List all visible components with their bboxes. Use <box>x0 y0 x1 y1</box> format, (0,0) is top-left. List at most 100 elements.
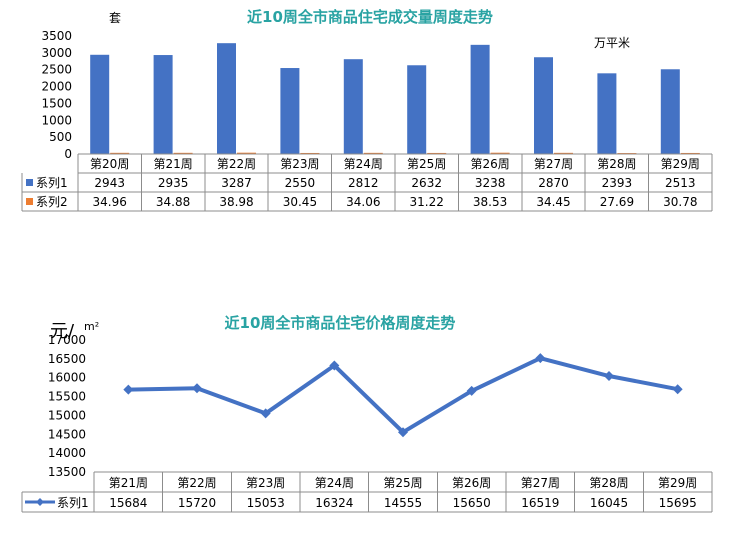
series1-point <box>398 427 408 438</box>
bar-series2 <box>173 152 193 154</box>
y-tick-label: 1000 <box>41 113 72 127</box>
data-label-series1: 16324 <box>315 496 353 510</box>
data-label-series1: 15720 <box>178 496 216 510</box>
category-label: 第25周 <box>383 476 422 490</box>
bar-series1 <box>470 44 490 154</box>
data-label-series1: 14555 <box>384 496 422 510</box>
y-tick-label: 1500 <box>41 96 72 110</box>
series1-point <box>123 384 134 395</box>
category-label: 第21周 <box>153 157 192 171</box>
data-label-series1: 2550 <box>285 176 316 190</box>
y-tick-label: 16000 <box>48 371 86 385</box>
bar-series2 <box>300 152 320 154</box>
legend-key-series1 <box>26 179 33 186</box>
data-label-series1: 2632 <box>411 176 442 190</box>
data-label-series1: 15053 <box>247 496 285 510</box>
data-label-series2: 34.88 <box>156 195 190 209</box>
y-tick-label: 0 <box>64 147 72 161</box>
unit-label: 元/ <box>50 321 75 342</box>
y-tick-label: 3500 <box>41 29 72 43</box>
bar-series2 <box>554 152 573 154</box>
category-label: 第29周 <box>661 157 700 171</box>
data-label-series1: 2935 <box>158 176 189 190</box>
data-label-series1: 3287 <box>221 176 252 190</box>
category-label: 第28周 <box>597 157 636 171</box>
series1-point <box>192 383 202 394</box>
bar-series2 <box>427 152 447 154</box>
bar-series1 <box>90 54 110 155</box>
category-label: 第26周 <box>470 157 509 171</box>
legend-key-series2 <box>26 198 33 205</box>
chart-title: 近10周全市商品住宅成交量周度走势 <box>247 8 493 26</box>
y-tick-label: 2000 <box>41 80 72 94</box>
series1-point <box>604 371 614 382</box>
y-tick-label: 2500 <box>41 63 72 77</box>
bar-series1 <box>280 68 300 154</box>
y-tick-label: 16500 <box>48 352 86 366</box>
series1-line <box>128 356 679 435</box>
category-label: 第27周 <box>521 476 560 490</box>
y-tick-label: 500 <box>49 130 72 144</box>
legend-label-series2: 系列2 <box>36 195 68 209</box>
data-label-series1: 2812 <box>348 176 379 190</box>
category-label: 第28周 <box>589 476 628 490</box>
series1-point <box>672 384 683 395</box>
data-label-series2: 27.69 <box>600 195 634 209</box>
category-label: 第24周 <box>315 476 354 490</box>
bar-series2 <box>237 152 256 154</box>
legend-key-marker <box>36 498 44 506</box>
data-label-series1: 3238 <box>475 176 506 190</box>
data-label-series1: 15650 <box>453 496 491 510</box>
category-label: 第23周 <box>246 476 285 490</box>
bar-series2 <box>680 152 700 154</box>
y-tick-label: 14500 <box>48 427 86 441</box>
category-label: 第22周 <box>177 476 216 490</box>
data-table-grid <box>21 153 713 212</box>
data-label-series1: 2870 <box>538 176 569 190</box>
bar-series1 <box>153 55 173 155</box>
series1-point <box>535 353 546 364</box>
legend-label-series1: 系列1 <box>57 496 89 510</box>
data-label-series1: 2513 <box>665 176 696 190</box>
data-label-series2: 38.53 <box>473 195 507 209</box>
category-label: 第25周 <box>407 157 446 171</box>
category-label: 第23周 <box>280 157 319 171</box>
data-label-series1: 15695 <box>659 496 697 510</box>
y-tick-label: 15500 <box>48 390 86 404</box>
series1-point <box>466 385 477 396</box>
data-table-grid <box>21 471 713 513</box>
category-label: 第20周 <box>90 157 129 171</box>
unit-label-superscript: m² <box>84 320 99 333</box>
data-label-series2: 34.45 <box>536 195 570 209</box>
y-tick-label: 17000 <box>48 333 86 347</box>
bar-series1 <box>407 65 427 154</box>
y-tick-label: 15000 <box>48 408 86 422</box>
data-label-series2: 38.98 <box>219 195 253 209</box>
category-label: 第27周 <box>534 157 573 171</box>
series1-point <box>329 360 340 371</box>
data-label-series1: 15684 <box>109 496 147 510</box>
bar-series1 <box>217 43 236 155</box>
data-label-series2: 34.96 <box>93 195 127 209</box>
category-label: 第24周 <box>344 157 383 171</box>
bar-series1 <box>534 57 553 154</box>
data-label-series1: 16045 <box>590 496 628 510</box>
right-unit-label: 万平米 <box>594 36 630 50</box>
y-tick-label: 13500 <box>48 465 86 479</box>
bar-series1 <box>597 73 617 154</box>
data-label-series2: 30.45 <box>283 195 317 209</box>
category-label: 第26周 <box>452 476 491 490</box>
bar-series2 <box>490 152 510 154</box>
bar-series2 <box>110 152 130 154</box>
chart-title: 近10周全市商品住宅价格周度走势 <box>225 314 456 332</box>
data-label-series2: 30.78 <box>663 195 697 209</box>
bar-series1 <box>343 59 363 154</box>
category-label: 第29周 <box>658 476 697 490</box>
data-label-series1: 16519 <box>521 496 559 510</box>
data-label-series1: 2393 <box>602 176 633 190</box>
price-line-chart: 近10周全市商品住宅价格周度走势 元/m² 13500 14000 14500 15000… <box>21 314 713 513</box>
category-label: 第21周 <box>109 476 148 490</box>
bar-series2 <box>363 152 383 154</box>
legend-label-series1: 系列1 <box>36 176 68 190</box>
